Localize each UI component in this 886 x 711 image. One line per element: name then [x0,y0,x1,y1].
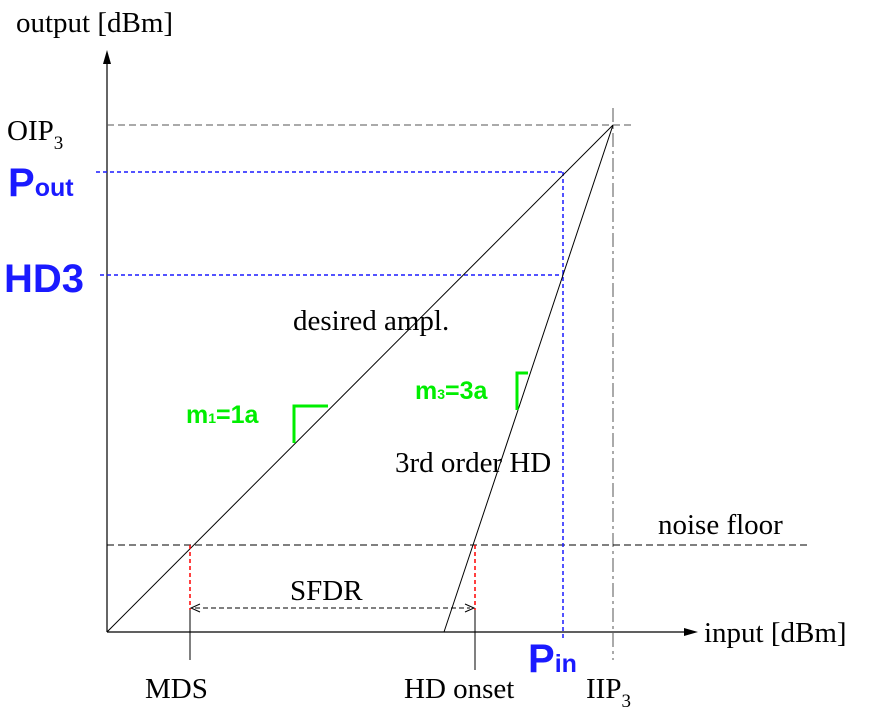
iip3-label-base: IIP [586,673,621,705]
noise-floor-label: noise floor [658,509,783,541]
pin-label-sub: in [555,650,577,678]
mds-label: MDS [145,673,208,705]
m1-slope-bracket [292,404,328,443]
third-order-hd-label: 3rd order HD [395,447,551,479]
sfdr-label: SFDR [290,575,363,607]
m1-slope-label: m1=1a [186,401,260,429]
m3-sub: 3 [437,386,445,402]
m3-base: m [415,377,437,405]
iip3-label: IIP3 [586,673,631,711]
y-axis-arrowhead [103,50,111,64]
y-axis-label: output [dBm] [16,7,173,39]
x-axis-arrowhead [684,628,698,636]
hd3-label: HD3 [4,257,84,301]
sfdr-arrow-left-head [189,603,201,613]
m3-rest: =3a [445,377,489,405]
pin-label-base: P [528,637,555,681]
m3-slope-label: m3=3a [415,377,489,405]
m1-base: m [186,401,208,429]
oip3-label-base: OIP [7,115,54,147]
hd-onset-label: HD onset [404,673,514,705]
sfdr-arrow-right-head [464,603,476,613]
third-order-hd-line [443,124,614,633]
pin-label: Pin [528,637,577,681]
desired-amplification-line [106,124,614,633]
pout-label: Pout [8,161,74,205]
iip3-label-sub: 3 [621,691,631,711]
oip3-label: OIP3 [7,115,63,154]
m1-rest: =1a [216,401,260,429]
x-axis-label: input [dBm] [704,617,847,649]
oip3-label-sub: 3 [54,133,64,154]
pout-label-sub: out [35,174,75,202]
m3-slope-bracket [515,371,528,410]
desired-ampl-label: desired ampl. [293,305,449,337]
m1-sub: 1 [208,410,216,426]
pout-label-base: P [8,161,35,205]
